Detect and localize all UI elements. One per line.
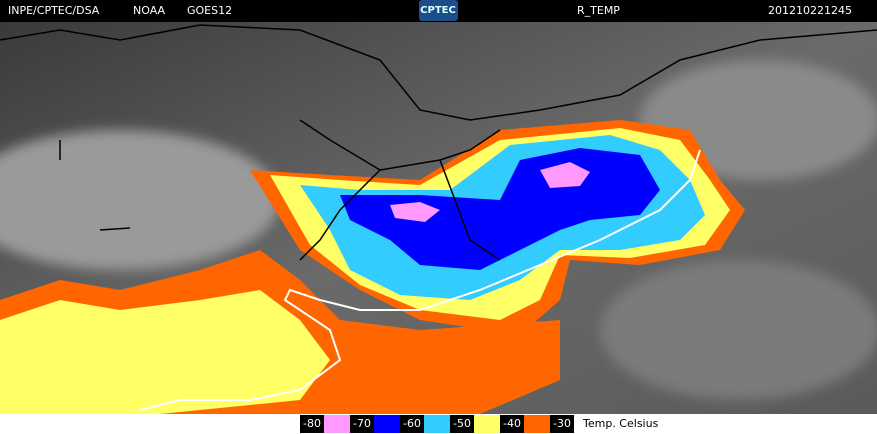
legend-label-box xyxy=(400,415,424,433)
legend-label: -30 xyxy=(553,417,571,430)
legend-label-box xyxy=(500,415,524,433)
legend-label-box xyxy=(350,415,374,433)
agency: NOAA xyxy=(133,4,166,17)
legend-label-box xyxy=(300,415,324,433)
image xyxy=(0,22,877,414)
satellite: GOES12 xyxy=(187,4,232,17)
legend-label: -50 xyxy=(453,417,471,430)
legend-swatch xyxy=(374,415,400,433)
legend-label-box xyxy=(450,415,474,433)
legend-label: -80 xyxy=(303,417,321,430)
header: INPE/CPTEC/DSA NOAA GOES12 CPTEC R_TEMP … xyxy=(8,4,852,17)
legend-label: -60 xyxy=(403,417,421,430)
legend-swatch xyxy=(524,415,550,433)
legend-label: -40 xyxy=(503,417,521,430)
legend-swatch xyxy=(324,415,350,433)
legend-swatch xyxy=(424,415,450,433)
legend-unit: Temp. Celsius xyxy=(582,417,659,430)
legend: -80 -70 -60 -50 -40 -30 Temp. Celsius xyxy=(300,415,659,433)
source: INPE/CPTEC/DSA xyxy=(8,4,100,17)
logo: CPTEC xyxy=(420,5,456,16)
timestamp: 201210221245 xyxy=(768,4,852,17)
legend-label-box xyxy=(550,415,574,433)
legend-swatch xyxy=(474,415,500,433)
legend-label: -70 xyxy=(353,417,371,430)
product: R_TEMP xyxy=(577,4,620,17)
logo-box xyxy=(419,0,458,21)
